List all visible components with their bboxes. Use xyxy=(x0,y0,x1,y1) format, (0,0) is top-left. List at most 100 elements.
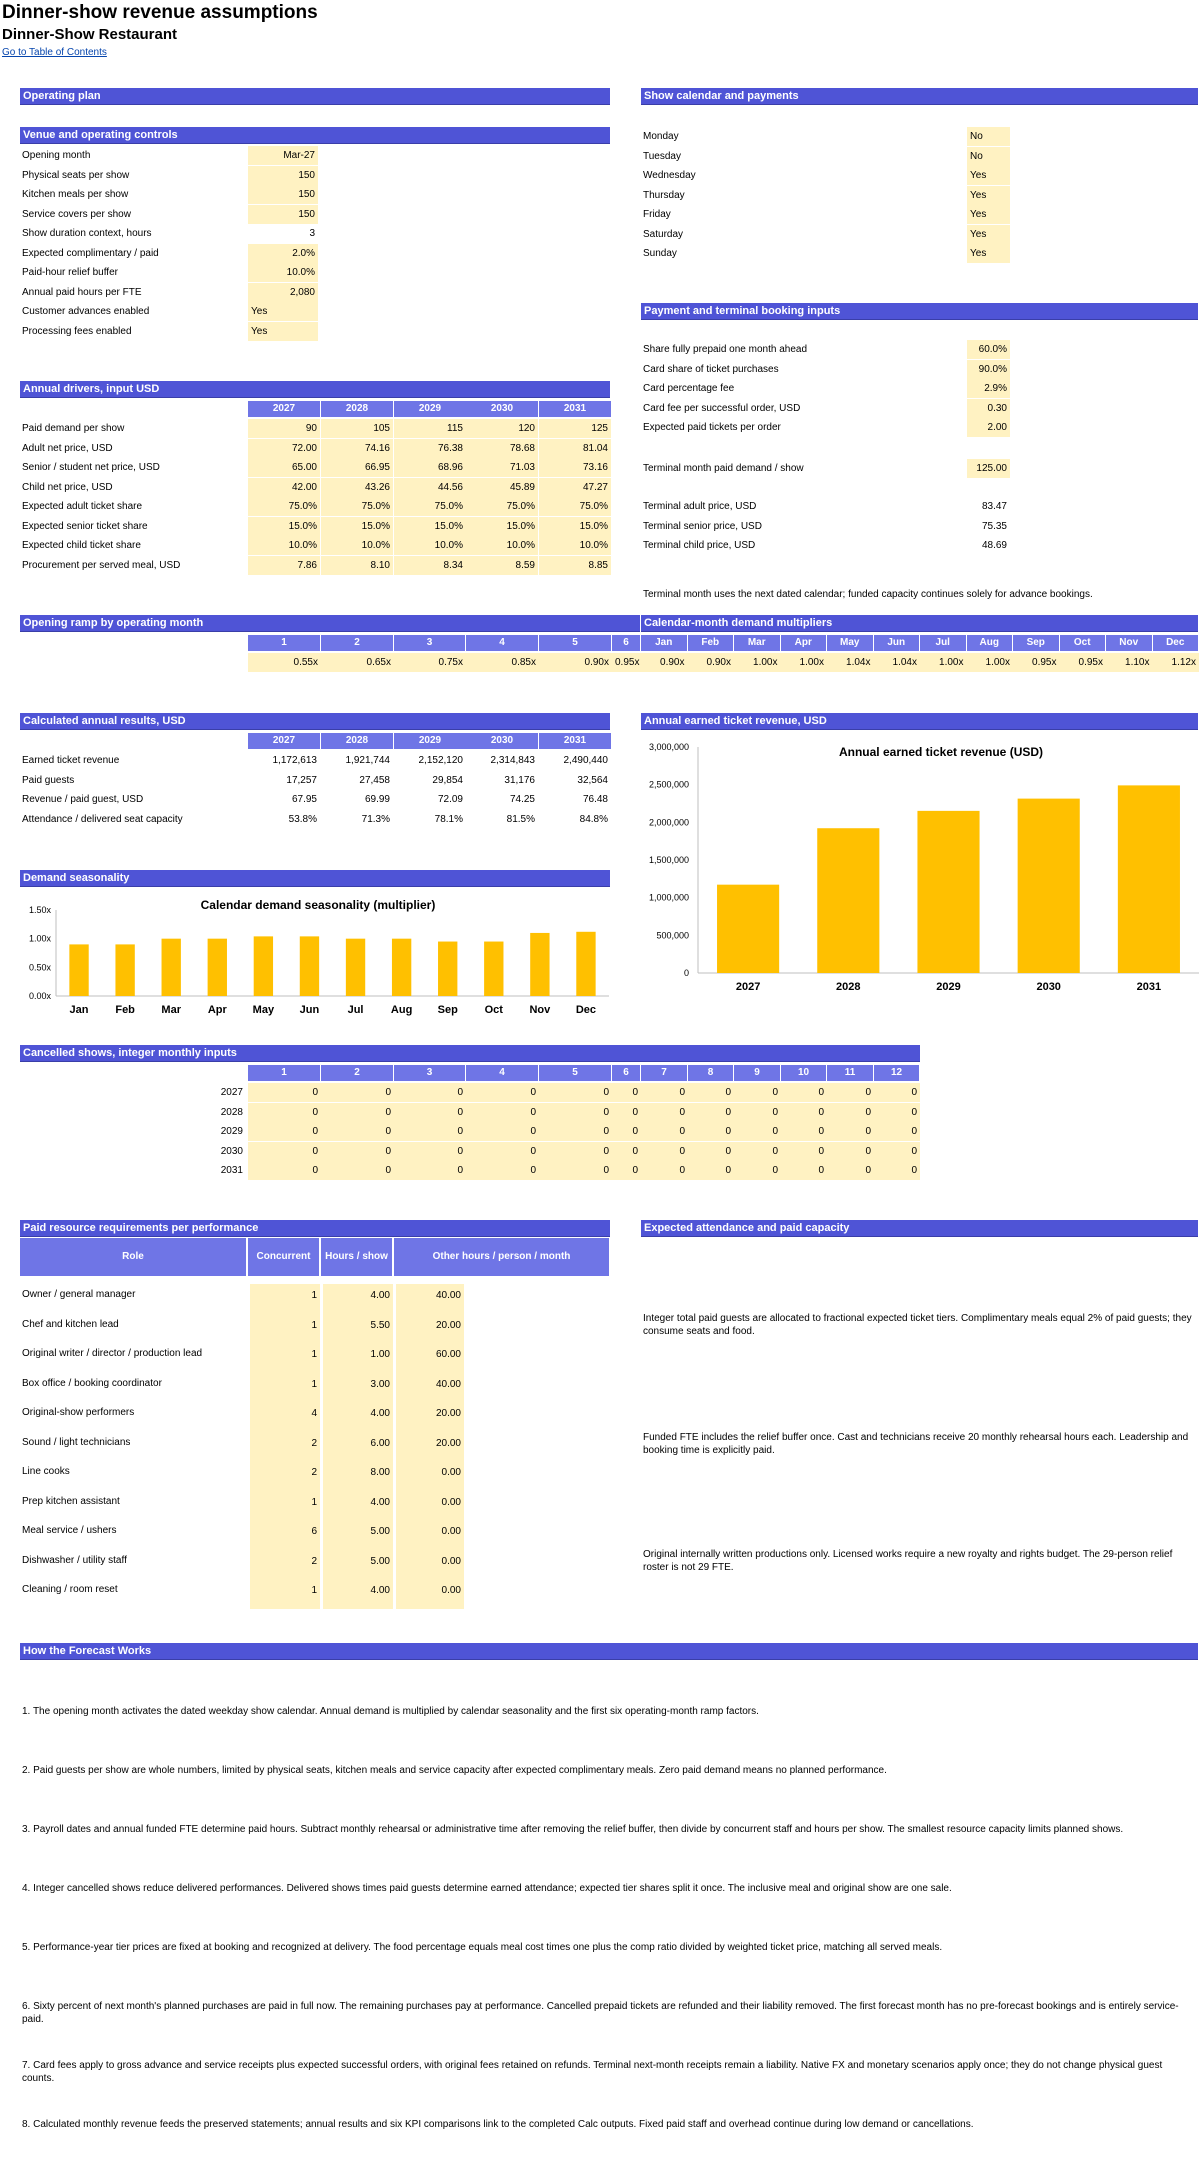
cancelled-value[interactable]: 0 xyxy=(874,1141,920,1161)
cancelled-value[interactable]: 0 xyxy=(781,1122,827,1141)
cancelled-value[interactable]: 0 xyxy=(321,1102,394,1122)
resource-hours[interactable]: 4.00 xyxy=(323,1284,393,1314)
resource-hours[interactable]: 3.00 xyxy=(323,1372,393,1402)
cancelled-value[interactable]: 0 xyxy=(734,1161,781,1180)
calendar-day-toggle[interactable]: Yes xyxy=(967,185,1010,205)
driver-value[interactable]: 8.10 xyxy=(321,555,393,575)
cancelled-value[interactable]: 0 xyxy=(874,1122,920,1141)
resource-hours[interactable]: 5.00 xyxy=(323,1549,393,1579)
cancelled-value[interactable]: 0 xyxy=(734,1102,781,1122)
cancelled-value[interactable]: 0 xyxy=(781,1102,827,1122)
driver-value[interactable]: 75.0% xyxy=(321,497,393,516)
resource-hours[interactable]: 1.00 xyxy=(323,1343,393,1373)
resource-other-hours[interactable]: 20.00 xyxy=(396,1313,464,1343)
cancelled-value[interactable]: 0 xyxy=(394,1161,466,1180)
cancelled-value[interactable]: 0 xyxy=(874,1083,920,1102)
venue-value[interactable]: 150 xyxy=(248,165,318,185)
cancelled-value[interactable]: 0 xyxy=(734,1141,781,1161)
driver-value[interactable]: 81.04 xyxy=(539,438,611,458)
resource-other-hours[interactable]: 40.00 xyxy=(396,1372,464,1402)
multiplier-value[interactable]: 1.00x xyxy=(780,653,827,672)
calendar-day-toggle[interactable]: Yes xyxy=(967,244,1010,263)
resource-concurrent[interactable]: 1 xyxy=(250,1579,320,1609)
multiplier-value[interactable]: 1.04x xyxy=(873,653,920,672)
multiplier-value[interactable]: 0.90x xyxy=(641,653,688,672)
cancelled-value[interactable]: 0 xyxy=(466,1141,539,1161)
driver-value[interactable]: 15.0% xyxy=(394,516,466,536)
cancelled-value[interactable]: 0 xyxy=(612,1161,641,1180)
resource-concurrent[interactable]: 1 xyxy=(250,1372,320,1402)
resource-concurrent[interactable]: 1 xyxy=(250,1343,320,1373)
cancelled-value[interactable]: 0 xyxy=(641,1102,688,1122)
resource-other-hours[interactable]: 0.00 xyxy=(396,1549,464,1579)
venue-value[interactable]: Mar-27 xyxy=(248,146,318,165)
driver-value[interactable]: 10.0% xyxy=(321,536,393,555)
resource-hours[interactable]: 8.00 xyxy=(323,1461,393,1491)
venue-value[interactable]: 2,080 xyxy=(248,282,318,302)
driver-value[interactable]: 72.00 xyxy=(248,438,320,458)
driver-value[interactable]: 45.89 xyxy=(466,477,538,497)
multiplier-value[interactable]: 1.10x xyxy=(1106,653,1153,672)
cancelled-value[interactable]: 0 xyxy=(641,1161,688,1180)
cancelled-value[interactable]: 0 xyxy=(248,1161,321,1180)
driver-value[interactable]: 74.16 xyxy=(321,438,393,458)
cancelled-value[interactable]: 0 xyxy=(539,1141,612,1161)
driver-value[interactable]: 75.0% xyxy=(466,497,538,516)
multiplier-value[interactable]: 1.00x xyxy=(920,653,967,672)
cancelled-value[interactable]: 0 xyxy=(781,1161,827,1180)
resource-concurrent[interactable]: 1 xyxy=(250,1313,320,1343)
cancelled-value[interactable]: 0 xyxy=(394,1122,466,1141)
driver-value[interactable]: 75.0% xyxy=(248,497,320,516)
driver-value[interactable]: 47.27 xyxy=(539,477,611,497)
toc-link[interactable]: Go to Table of Contents xyxy=(2,47,107,58)
cancelled-value[interactable]: 0 xyxy=(466,1083,539,1102)
cancelled-value[interactable]: 0 xyxy=(466,1102,539,1122)
cancelled-value[interactable]: 0 xyxy=(612,1102,641,1122)
cancelled-value[interactable]: 0 xyxy=(781,1083,827,1102)
cancelled-value[interactable]: 0 xyxy=(641,1083,688,1102)
cancelled-value[interactable]: 0 xyxy=(466,1122,539,1141)
cancelled-value[interactable]: 0 xyxy=(734,1122,781,1141)
driver-value[interactable]: 43.26 xyxy=(321,477,393,497)
driver-value[interactable]: 10.0% xyxy=(466,536,538,555)
driver-value[interactable]: 44.56 xyxy=(394,477,466,497)
driver-value[interactable]: 75.0% xyxy=(394,497,466,516)
resource-other-hours[interactable]: 0.00 xyxy=(396,1490,464,1520)
payment-value[interactable]: 60.0% xyxy=(967,340,1010,359)
cancelled-value[interactable]: 0 xyxy=(734,1083,781,1102)
ramp-value[interactable]: 0.95x xyxy=(612,653,641,672)
cancelled-value[interactable]: 0 xyxy=(612,1141,641,1161)
driver-value[interactable]: 68.96 xyxy=(394,458,466,477)
multiplier-value[interactable]: 1.00x xyxy=(734,653,781,672)
cancelled-value[interactable]: 0 xyxy=(612,1083,641,1102)
terminal-demand-value[interactable]: 125.00 xyxy=(967,459,1010,478)
venue-value[interactable]: Yes xyxy=(248,321,318,341)
cancelled-value[interactable]: 0 xyxy=(394,1141,466,1161)
resource-concurrent[interactable]: 6 xyxy=(250,1520,320,1550)
cancelled-value[interactable]: 0 xyxy=(321,1161,394,1180)
multiplier-value[interactable]: 1.12x xyxy=(1152,653,1199,672)
resource-concurrent[interactable]: 2 xyxy=(250,1549,320,1579)
cancelled-value[interactable]: 0 xyxy=(641,1122,688,1141)
cancelled-value[interactable]: 0 xyxy=(394,1102,466,1122)
resource-other-hours[interactable]: 0.00 xyxy=(396,1520,464,1550)
driver-value[interactable]: 78.68 xyxy=(466,438,538,458)
cancelled-value[interactable]: 0 xyxy=(321,1141,394,1161)
driver-value[interactable]: 125 xyxy=(539,419,611,438)
cancelled-value[interactable]: 0 xyxy=(874,1102,920,1122)
cancelled-value[interactable]: 0 xyxy=(248,1122,321,1141)
calendar-day-toggle[interactable]: Yes xyxy=(967,166,1010,185)
resource-other-hours[interactable]: 20.00 xyxy=(396,1431,464,1461)
driver-value[interactable]: 71.03 xyxy=(466,458,538,477)
driver-value[interactable]: 8.34 xyxy=(394,555,466,575)
resource-concurrent[interactable]: 2 xyxy=(250,1461,320,1491)
multiplier-value[interactable]: 0.95x xyxy=(1059,653,1106,672)
cancelled-value[interactable]: 0 xyxy=(248,1141,321,1161)
resource-concurrent[interactable]: 4 xyxy=(250,1402,320,1432)
cancelled-value[interactable]: 0 xyxy=(688,1161,734,1180)
driver-value[interactable]: 73.16 xyxy=(539,458,611,477)
ramp-value[interactable]: 0.90x xyxy=(539,653,612,672)
driver-value[interactable]: 10.0% xyxy=(394,536,466,555)
driver-value[interactable]: 120 xyxy=(466,419,538,438)
driver-value[interactable]: 90 xyxy=(248,419,320,438)
